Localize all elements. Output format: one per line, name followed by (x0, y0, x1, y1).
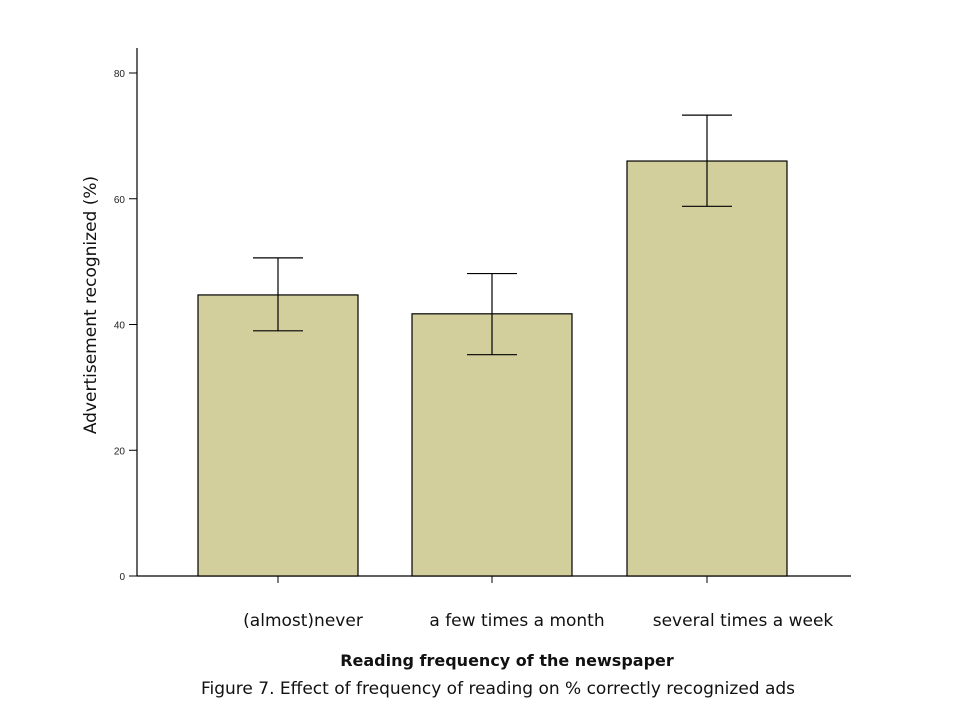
error-bars (253, 114, 732, 356)
y-tick-label: 0 (119, 572, 125, 583)
y-tick-label: 40 (114, 321, 126, 332)
figure-caption: Figure 7. Effect of frequency of reading… (201, 679, 795, 699)
bar (197, 294, 359, 577)
y-ticks: 0 20 40 60 80 (114, 69, 137, 583)
y-tick-label: 20 (114, 446, 126, 457)
x-axis-label: Reading frequency of the newspaper (340, 651, 674, 670)
bars (197, 160, 788, 577)
y-tick-label: 80 (114, 69, 126, 80)
bar (626, 160, 788, 577)
x-tick-label: (almost)never (243, 611, 363, 631)
x-ticks: (almost)never a few times a month several … (243, 576, 833, 631)
x-tick-label: several times a week (653, 611, 834, 631)
x-tick-label: a few times a month (429, 611, 604, 631)
y-axis-label: Advertisement recognized (%) (81, 176, 101, 434)
y-tick-label: 60 (114, 195, 126, 206)
